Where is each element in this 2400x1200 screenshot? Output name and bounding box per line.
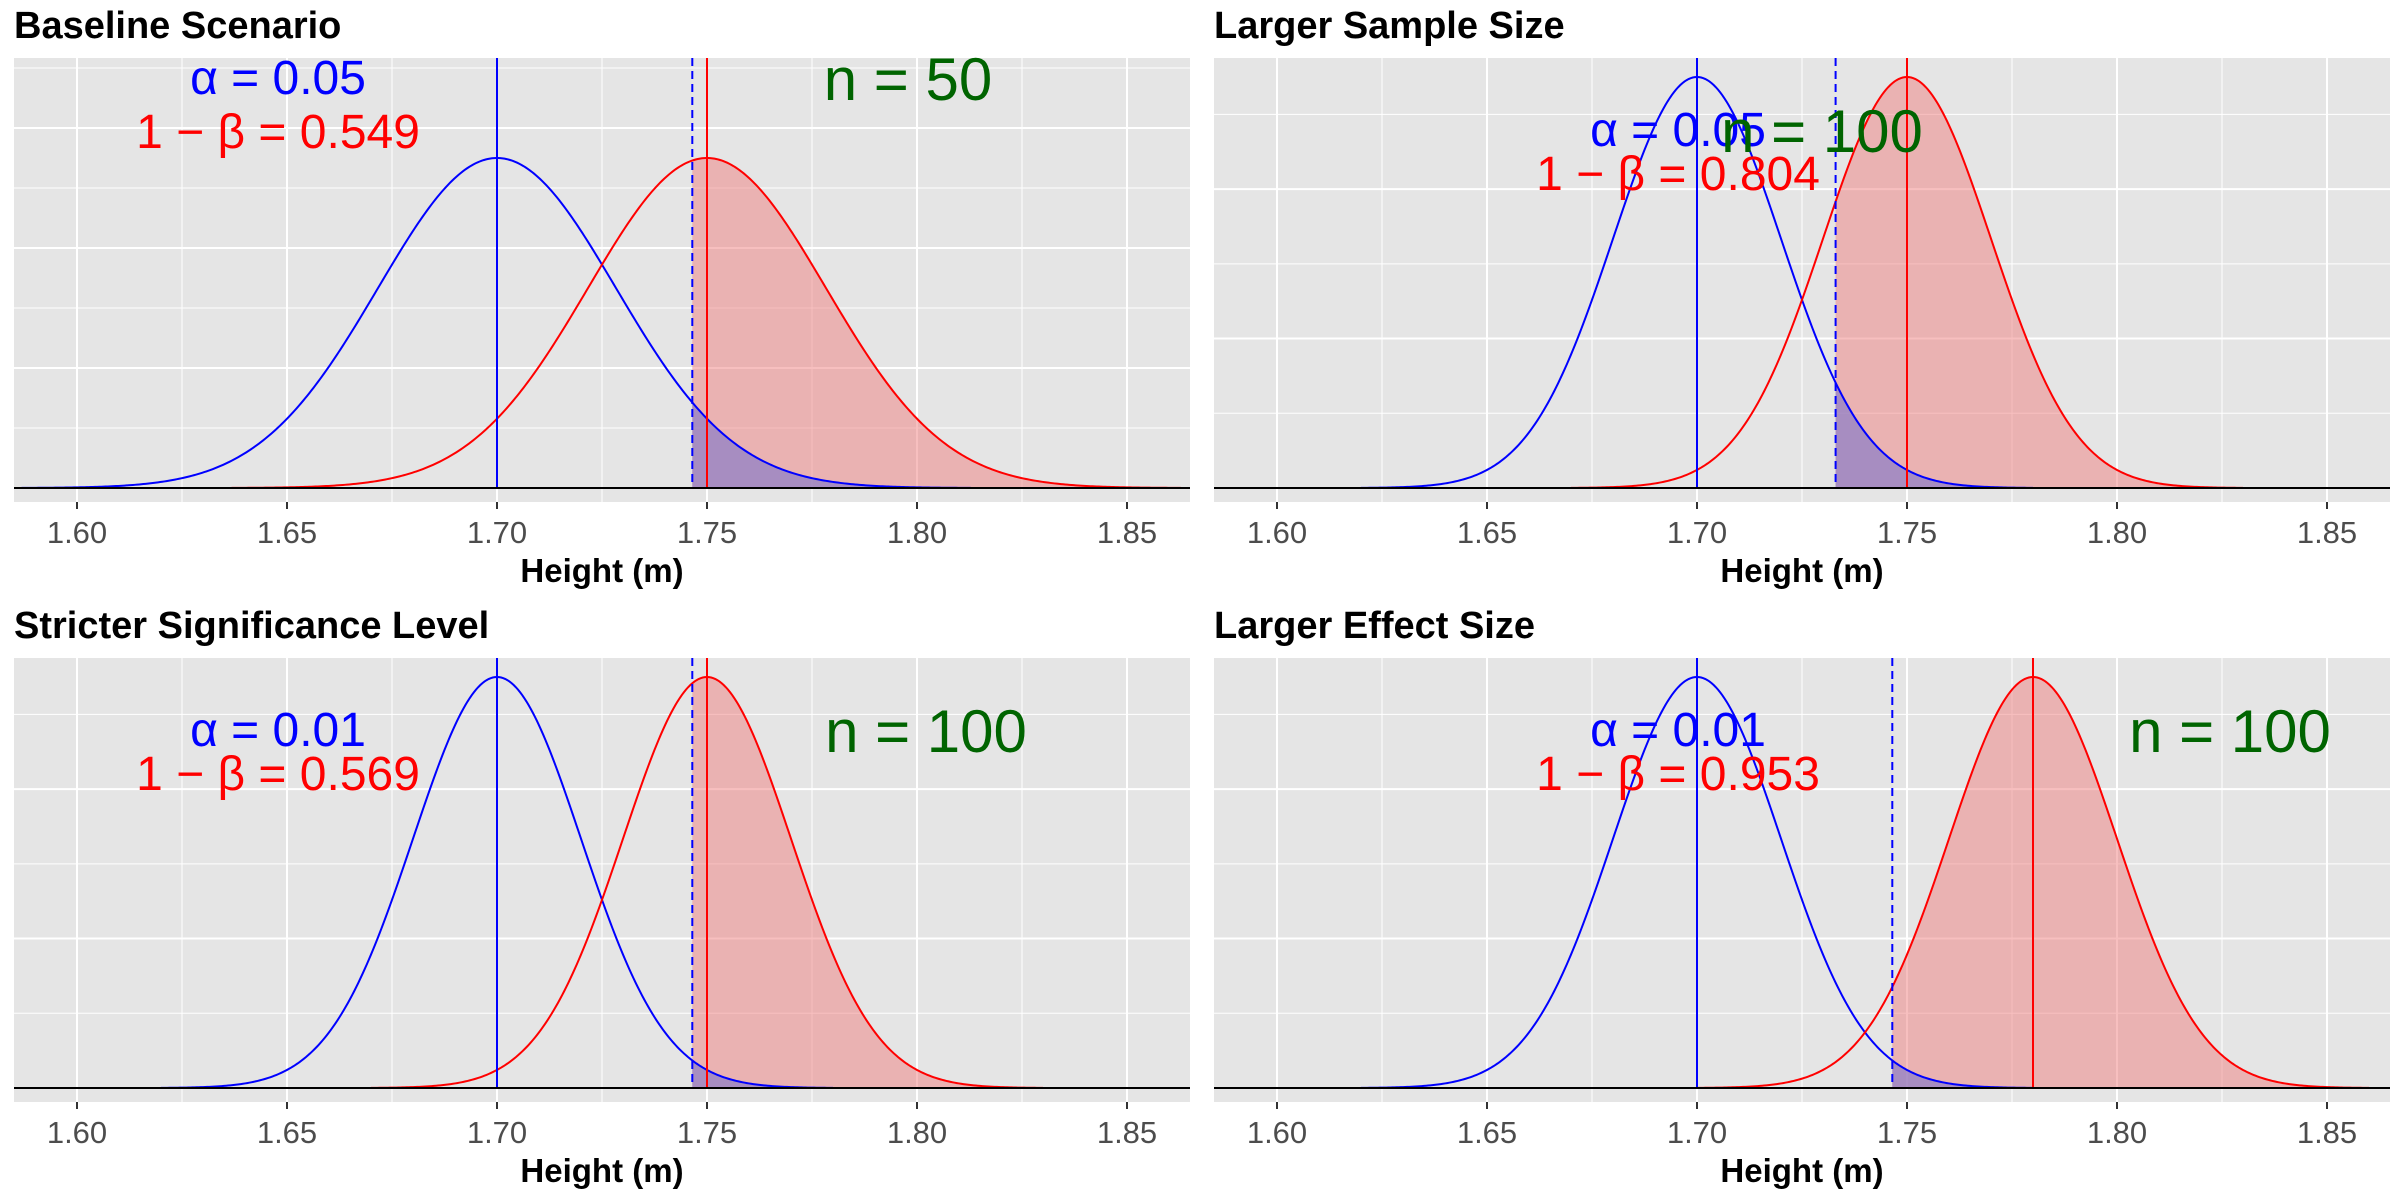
x-tick-label: 1.75 xyxy=(677,1115,737,1150)
x-tick-label: 1.80 xyxy=(2087,515,2147,550)
alpha-annotation: α = 0.01 xyxy=(1590,704,1766,757)
alpha-area xyxy=(1835,382,2033,488)
x-tick-label: 1.60 xyxy=(47,1115,107,1150)
alpha-annotation: α = 0.01 xyxy=(190,704,366,757)
power-annotation: 1 − β = 0.569 xyxy=(136,748,420,801)
x-tick-label: 1.85 xyxy=(2297,515,2357,550)
sample-size-annotation: n = 100 xyxy=(2129,698,2331,765)
power-area xyxy=(692,677,1043,1088)
alpha-area xyxy=(692,402,973,488)
sample-size-annotation: n = 100 xyxy=(825,698,1027,765)
x-tick-label: 1.75 xyxy=(1877,1115,1937,1150)
x-axis-title: Height (m) xyxy=(1720,552,1883,589)
panel-title: Larger Effect Size xyxy=(1214,605,1535,647)
panel-title: Stricter Significance Level xyxy=(14,605,489,647)
panel-1: 1.60 1.65 1.70 1.75 1.80 1.85 Baseline Scenari… xyxy=(14,5,1190,589)
x-tick-label: 1.65 xyxy=(1457,515,1517,550)
panel-2: 1.60 1.65 1.70 1.75 1.80 1.85 Larger Sample Si… xyxy=(1214,5,2390,589)
alpha-annotation: α = 0.05 xyxy=(1590,104,1766,157)
x-tick-label: 1.70 xyxy=(1667,1115,1727,1150)
power-area xyxy=(1892,677,2369,1088)
x-axis-title: Height (m) xyxy=(520,1152,683,1189)
sample-size-annotation: n = 50 xyxy=(824,46,993,113)
x-tick-label: 1.85 xyxy=(1097,515,1157,550)
x-tick-label: 1.80 xyxy=(887,1115,947,1150)
x-tick-label: 1.65 xyxy=(257,1115,317,1150)
x-axis-title: Height (m) xyxy=(1720,1152,1883,1189)
x-tick-label: 1.60 xyxy=(47,515,107,550)
x-tick-label: 1.60 xyxy=(1247,515,1307,550)
power-annotation: 1 − β = 0.953 xyxy=(1536,748,1820,801)
x-tick-label: 1.80 xyxy=(2087,1115,2147,1150)
x-tick-label: 1.70 xyxy=(1667,515,1727,550)
panel-3: 1.60 1.65 1.70 1.75 1.80 1.85 Stricter Signifi… xyxy=(14,605,1190,1189)
alpha-area xyxy=(692,1060,833,1088)
x-tick-label: 1.70 xyxy=(467,1115,527,1150)
x-tick-label: 1.85 xyxy=(2297,1115,2357,1150)
x-tick-label: 1.65 xyxy=(1457,1115,1517,1150)
x-tick-label: 1.75 xyxy=(1877,515,1937,550)
power-area xyxy=(692,158,1183,488)
x-tick-label: 1.85 xyxy=(1097,1115,1157,1150)
x-tick-label: 1.75 xyxy=(677,515,737,550)
x-tick-label: 1.60 xyxy=(1247,1115,1307,1150)
panel-title: Baseline Scenario xyxy=(14,5,341,47)
alpha-area xyxy=(1892,1060,2033,1088)
x-tick-label: 1.70 xyxy=(467,515,527,550)
x-tick-label: 1.80 xyxy=(887,515,947,550)
panel-title: Larger Sample Size xyxy=(1214,5,1565,47)
sample-size-annotation: n = 100 xyxy=(1721,98,1923,165)
power-annotation: 1 − β = 0.549 xyxy=(136,106,420,159)
power-area xyxy=(1835,77,2243,488)
x-tick-label: 1.65 xyxy=(257,515,317,550)
x-axis-title: Height (m) xyxy=(520,552,683,589)
panel-4: 1.60 1.65 1.70 1.75 1.80 1.85 Larger Effect Si… xyxy=(1214,605,2390,1189)
alpha-annotation: α = 0.05 xyxy=(190,52,366,105)
power-annotation: 1 − β = 0.804 xyxy=(1536,148,1820,201)
